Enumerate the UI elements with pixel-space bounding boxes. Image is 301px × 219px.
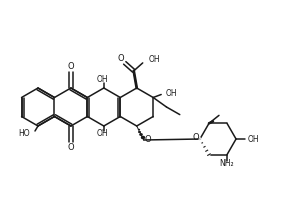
Text: O: O (144, 134, 151, 143)
Text: O: O (68, 62, 74, 71)
Text: NH₂: NH₂ (220, 159, 234, 168)
Text: OH: OH (165, 89, 177, 98)
Text: O: O (117, 54, 124, 63)
Text: OH: OH (97, 76, 109, 85)
Text: O: O (68, 143, 74, 152)
Text: OH: OH (149, 55, 160, 64)
Text: OH: OH (248, 134, 260, 143)
Text: OH: OH (97, 129, 109, 138)
Text: HO: HO (18, 129, 30, 138)
Text: O: O (193, 132, 199, 141)
